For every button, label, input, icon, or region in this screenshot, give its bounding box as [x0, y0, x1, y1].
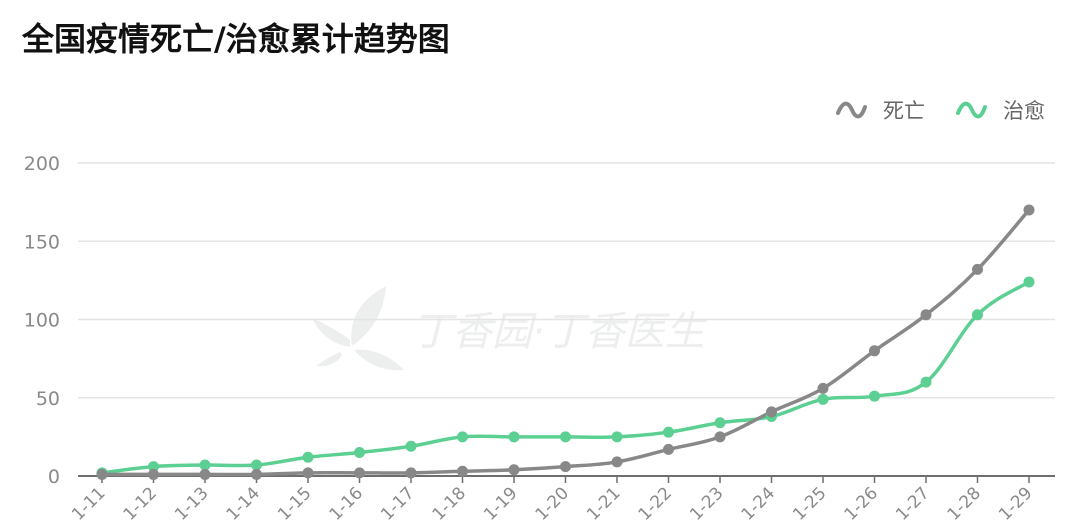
data-point	[508, 431, 520, 443]
data-point	[663, 443, 674, 455]
watermark-text: 丁香园·丁香医生	[412, 309, 708, 355]
x-tick-label: 1-24	[738, 483, 779, 524]
data-point	[611, 456, 623, 468]
data-point	[972, 309, 983, 321]
legend-line-icon	[836, 101, 867, 119]
data-point	[354, 447, 365, 459]
data-point	[199, 459, 211, 471]
x-tick-label: 1-29	[995, 483, 1036, 524]
data-point	[972, 263, 983, 275]
data-point	[1023, 276, 1035, 288]
data-point	[869, 390, 880, 402]
y-tick-label: 0	[48, 466, 60, 488]
data-point	[1023, 204, 1035, 216]
data-point	[405, 440, 417, 452]
x-tick-label: 1-20	[532, 483, 573, 524]
x-tick-label: 1-28	[944, 483, 985, 524]
data-point	[405, 467, 417, 479]
data-point	[920, 376, 932, 388]
leaf-logo-icon	[312, 286, 404, 371]
data-point	[714, 431, 726, 443]
data-point	[251, 459, 262, 471]
x-tick-label: 1-14	[223, 483, 264, 524]
legend-line-icon	[956, 101, 987, 119]
x-tick-label: 1-19	[480, 483, 521, 524]
data-point	[148, 468, 159, 480]
y-tick-label: 50	[36, 388, 60, 410]
data-point	[817, 382, 829, 394]
data-point	[869, 345, 880, 357]
legend-item-1[interactable]: 治愈	[956, 99, 1045, 123]
data-point	[302, 467, 314, 479]
data-point	[96, 468, 108, 480]
x-tick-label: 1-11	[68, 483, 109, 524]
data-point	[560, 461, 571, 473]
data-point	[663, 426, 674, 438]
data-point	[611, 431, 623, 443]
data-point	[251, 468, 262, 480]
x-tick-label: 1-21	[583, 483, 624, 524]
x-tick-label: 1-15	[274, 483, 315, 524]
x-tick-label: 1-22	[635, 483, 676, 524]
x-tick-label: 1-17	[377, 483, 418, 524]
data-point	[148, 461, 159, 473]
data-point	[920, 309, 932, 321]
data-point	[766, 406, 777, 418]
watermark: 丁香园·丁香医生	[312, 286, 708, 371]
x-tick-label: 1-16	[326, 483, 367, 524]
data-point	[817, 393, 829, 405]
chart-title: 全国疫情死亡/治愈累计趋势图	[22, 20, 450, 58]
x-tick-label: 1-23	[686, 483, 727, 524]
data-point	[714, 417, 726, 429]
x-tick-label: 1-26	[841, 483, 882, 524]
data-point	[302, 451, 314, 463]
data-point	[508, 464, 520, 476]
data-point	[199, 468, 211, 480]
x-tick-label: 1-12	[120, 483, 161, 524]
y-tick-label: 100	[24, 310, 60, 332]
data-point	[354, 467, 365, 479]
x-tick-label: 1-18	[429, 483, 470, 524]
y-tick-label: 150	[24, 231, 60, 253]
x-tick-label: 1-13	[171, 483, 212, 524]
data-point	[560, 431, 571, 443]
legend-label: 死亡	[883, 99, 925, 123]
y-tick-label: 200	[24, 153, 60, 175]
data-point	[457, 465, 468, 477]
legend-label: 治愈	[1003, 99, 1045, 123]
x-tick-label: 1-27	[892, 483, 933, 524]
x-tick-label: 1-25	[789, 483, 830, 524]
legend-item-0[interactable]: 死亡	[836, 99, 925, 123]
data-point	[457, 431, 468, 443]
